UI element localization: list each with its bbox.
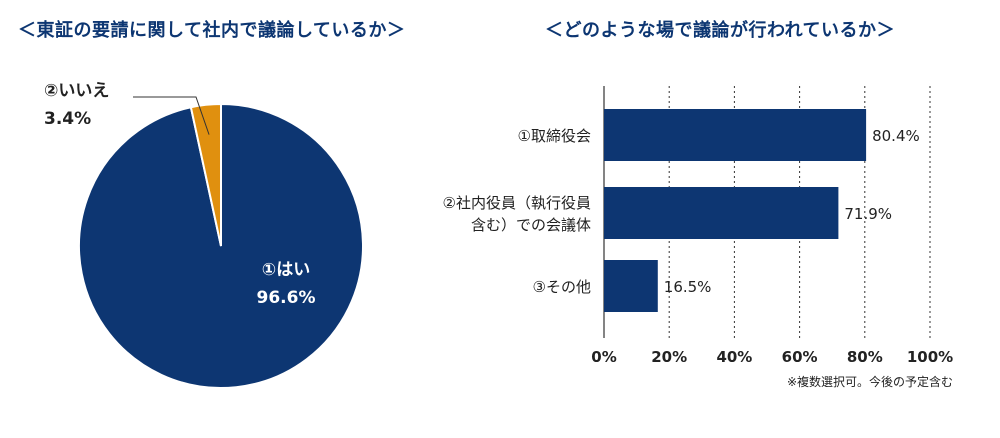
bar	[604, 109, 867, 161]
x-tick-label: 0%	[591, 348, 616, 366]
category-label: 含む）での会議体	[471, 216, 591, 234]
bar-value-label: 16.5%	[664, 278, 712, 296]
pie-chart-title: ＜東証の要請に関して社内で議論しているか＞	[18, 20, 406, 41]
pie-leader-line	[133, 96, 210, 135]
x-tick-label: 40%	[716, 348, 752, 366]
category-label: ③その他	[533, 278, 591, 296]
bar	[604, 187, 839, 239]
bar	[604, 260, 658, 312]
footnote: ※複数選択可。今後の予定含む	[787, 374, 953, 389]
x-tick-label: 80%	[847, 348, 883, 366]
pie-slice-no	[189, 102, 222, 247]
bar-value-label: 71.9%	[844, 205, 892, 223]
pie-label-no: ②いいえ	[44, 81, 109, 101]
pie-label-yes: ①はい	[262, 260, 310, 280]
x-tick-label: 100%	[907, 348, 953, 366]
x-tick-label: 60%	[782, 348, 818, 366]
bar-value-label: 80.4%	[872, 127, 920, 145]
category-label: ②社内役員（執行役員	[443, 194, 591, 212]
pie-value-yes: 96.6%	[257, 288, 316, 308]
bar-chart-title: ＜どのような場で議論が行われているか＞	[545, 20, 896, 41]
pie-value-no: 3.4%	[44, 109, 91, 129]
x-tick-label: 20%	[651, 348, 687, 366]
pie-chart: ①はい 96.6% ②いいえ 3.4%	[44, 81, 364, 389]
bar-chart: 0% 20% 40% 60% 80% 100% 80.4% ①取締役会 71.9% ②社内役員（執…	[443, 86, 953, 366]
category-label: ①取締役会	[518, 127, 591, 145]
